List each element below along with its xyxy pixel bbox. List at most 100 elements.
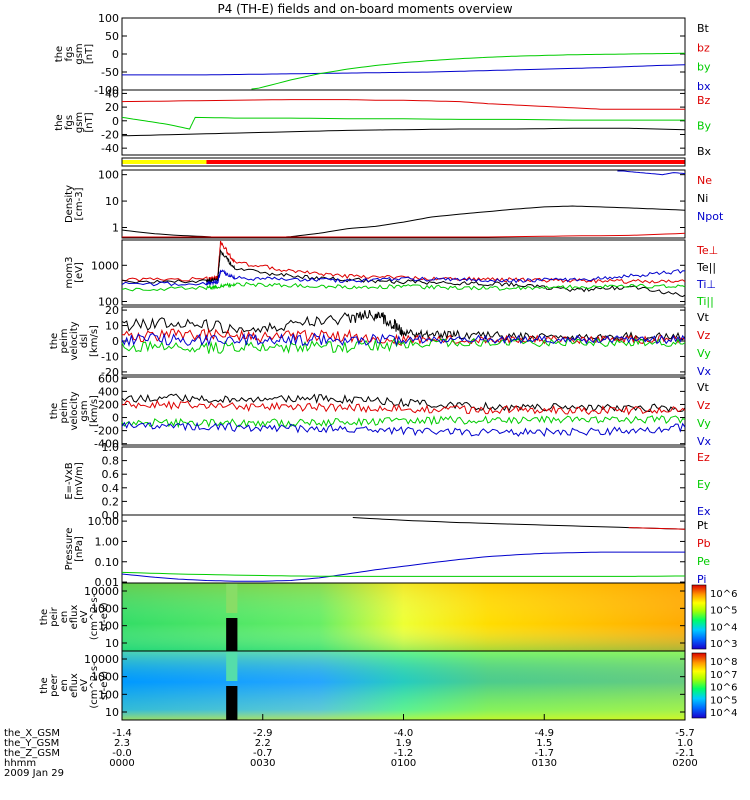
legend-label: Bz bbox=[697, 94, 711, 107]
y-label-line: fgs bbox=[64, 46, 75, 61]
legend-label: Vt bbox=[697, 311, 710, 324]
panel-frame bbox=[121, 446, 686, 516]
y-tick-label: 40 bbox=[105, 87, 119, 100]
y-tick-label: 0.8 bbox=[102, 455, 120, 468]
y-tick-label: -40 bbox=[101, 142, 119, 155]
x-tick-label: 0200 bbox=[672, 758, 697, 769]
panel-frame bbox=[121, 376, 686, 446]
y-tick-label: -400 bbox=[94, 438, 119, 451]
legend-label: Vz bbox=[697, 329, 711, 342]
y-label-line: gsm bbox=[79, 400, 90, 421]
y-label-line: Density bbox=[64, 185, 75, 223]
x-row-label: the_Z_GSM bbox=[4, 748, 60, 759]
y-label-line: the bbox=[39, 609, 50, 625]
y-label-line: eV bbox=[79, 679, 90, 692]
legend-label: Vy bbox=[697, 347, 711, 360]
colorbar bbox=[691, 652, 707, 719]
y-tick-label: 20 bbox=[105, 101, 119, 114]
y-label-line: [nPa] bbox=[74, 536, 85, 562]
y-tick-label: -50 bbox=[101, 66, 119, 79]
legend-label: Bx bbox=[697, 145, 712, 158]
legend-label: Pi bbox=[697, 573, 706, 586]
y-tick-label: -20 bbox=[101, 366, 119, 379]
x-tick-label: -1.2 bbox=[394, 748, 414, 759]
y-label-line: dsl bbox=[79, 334, 90, 348]
y-tick-label: 0.0 bbox=[102, 509, 120, 522]
panel-frame bbox=[121, 169, 686, 239]
x-row-label: hhmm bbox=[4, 758, 36, 769]
panel-3: 100 10 1 Density [cm-3] Ne Ni Npot bbox=[64, 169, 724, 239]
y-tick-label: 10.00 bbox=[88, 515, 120, 528]
mode-bar-segment bbox=[206, 160, 685, 164]
y-label-line: Pressure bbox=[64, 528, 75, 571]
gap-column bbox=[226, 583, 238, 613]
y-tick-label: 600 bbox=[98, 372, 119, 385]
x-tick-label: -0.7 bbox=[253, 748, 273, 759]
x-tick-label: -5.7 bbox=[675, 728, 695, 739]
colorbar-tick-label: 10^4 bbox=[710, 622, 737, 633]
legend-label: Pb bbox=[697, 537, 711, 550]
x-tick-label: 0100 bbox=[391, 758, 416, 769]
legend-label: By bbox=[697, 120, 712, 133]
legend-label: Vz bbox=[697, 399, 711, 412]
y-label-line: peer bbox=[49, 673, 60, 697]
panel-2 bbox=[121, 157, 686, 167]
x-tick-label: 1.5 bbox=[536, 738, 552, 749]
legend-label: Te⊥ bbox=[696, 244, 718, 257]
x-tick-label: -4.0 bbox=[394, 728, 414, 739]
y-tick-label: 100 bbox=[98, 620, 119, 633]
y-label-line: peim bbox=[59, 328, 70, 353]
series-line bbox=[121, 99, 685, 110]
y-label-line: (cm^2-s- bbox=[89, 662, 100, 709]
y-label-line: [cm-3] bbox=[74, 187, 85, 220]
colorbar bbox=[691, 584, 707, 650]
legend-label: Vt bbox=[697, 381, 710, 394]
x-tick-label: 1.9 bbox=[396, 738, 412, 749]
panel-8: 10.00 1.00 0.10 0.01 Pressure [nPa] Pt Pb Pe Pi bbox=[64, 514, 711, 589]
y-axis-label: the peir en eflux eV (cm^2-s-sr-eV) bbox=[39, 593, 110, 640]
legend-label: by bbox=[697, 61, 711, 74]
y-tick-label: 0 bbox=[112, 335, 119, 348]
panel-0: 100 50 0 -50 -100 the fgs gsm [nT] Bt bz by bx bbox=[54, 12, 711, 97]
x-tick-label: 0130 bbox=[532, 758, 557, 769]
y-axis-label: mom3 [eV] bbox=[64, 257, 85, 289]
y-tick-label: 0.10 bbox=[95, 556, 120, 569]
series-line bbox=[121, 415, 686, 429]
legend-label: Pt bbox=[697, 519, 709, 532]
y-tick-label: 0 bbox=[112, 412, 119, 425]
series-line bbox=[121, 127, 686, 137]
y-label-line: the bbox=[49, 333, 60, 349]
x-tick-label: 0000 bbox=[109, 758, 134, 769]
series-line bbox=[121, 281, 686, 292]
y-tick-label: 10 bbox=[105, 706, 119, 719]
data-gap bbox=[226, 686, 238, 720]
y-label-line: [nT] bbox=[84, 112, 95, 132]
y-tick-label: 1000 bbox=[91, 671, 119, 684]
y-label-line: [mV/m] bbox=[74, 462, 85, 500]
y-tick-label: 10000 bbox=[84, 585, 119, 598]
series-line bbox=[121, 571, 685, 577]
y-axis-label: the peim velocity dsl [km/s] bbox=[49, 321, 100, 360]
colorbar-tick-label: 10^3 bbox=[710, 639, 737, 650]
legend-label: bz bbox=[697, 41, 710, 54]
y-axis-label: Pressure [nPa] bbox=[64, 528, 85, 571]
colorbar-tick-label: 10^4 bbox=[710, 708, 737, 719]
colorbar-tick-label: 10^6 bbox=[710, 589, 737, 600]
series-line bbox=[121, 205, 686, 238]
colorbar-tick-label: 10^7 bbox=[710, 670, 737, 681]
y-label-line: en bbox=[59, 679, 70, 692]
series-line bbox=[121, 393, 686, 413]
series-line bbox=[121, 337, 686, 354]
legend-label: Vx bbox=[697, 435, 712, 448]
legend-label: Ez bbox=[697, 451, 710, 464]
x-tick-label: -4.9 bbox=[534, 728, 554, 739]
colorbar-tick-label: 10^5 bbox=[710, 695, 737, 706]
colorbar-tick-label: 10^8 bbox=[710, 657, 737, 668]
series-line bbox=[628, 527, 686, 530]
y-label-line: E=-VxB bbox=[64, 462, 75, 499]
series-line bbox=[121, 421, 686, 438]
